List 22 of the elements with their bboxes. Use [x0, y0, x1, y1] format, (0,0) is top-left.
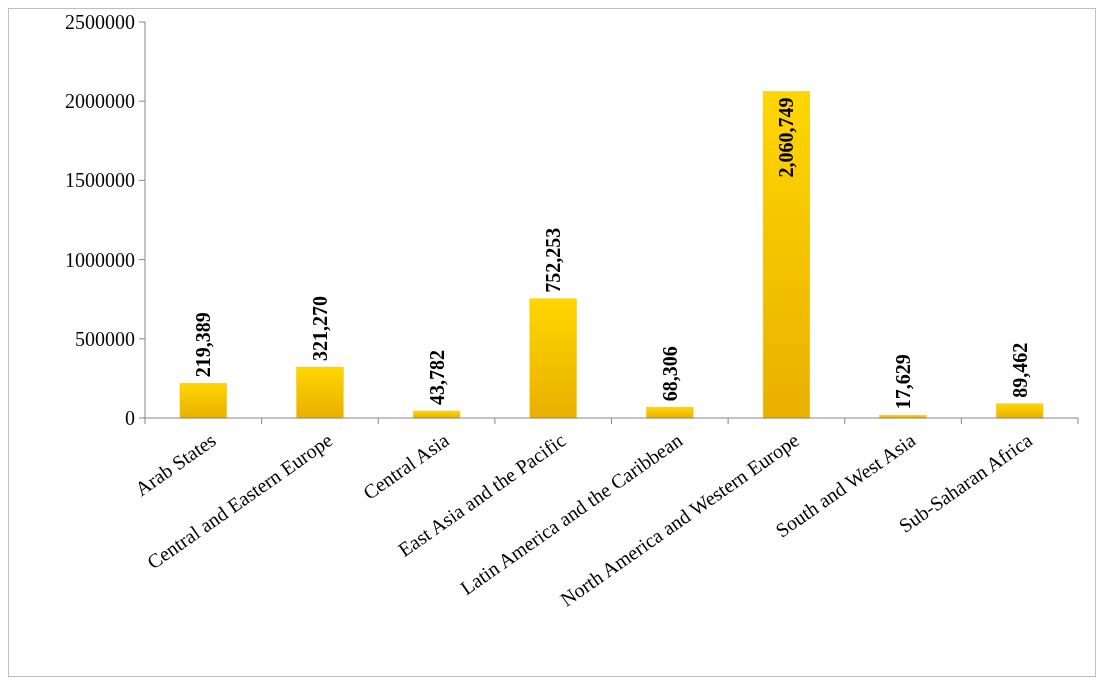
bar: [179, 383, 227, 419]
y-tick-label: 500000: [75, 327, 135, 350]
data-label: 89,462: [1008, 342, 1031, 398]
y-tick-label: 1000000: [65, 248, 135, 271]
y-tick-label: 1500000: [65, 169, 135, 192]
data-label: 17,629: [892, 354, 915, 410]
data-label: 321,270: [308, 296, 331, 362]
data-label: 2,060,749: [775, 97, 798, 178]
data-label: 43,782: [425, 350, 448, 406]
data-label: 752,253: [542, 227, 565, 293]
bar: [646, 406, 694, 419]
bar: [529, 298, 577, 419]
bar: [412, 410, 461, 419]
bar: [296, 366, 344, 419]
data-label: 219,389: [192, 312, 215, 378]
bar: [996, 403, 1044, 419]
bar: [762, 91, 811, 419]
y-tick-label: 2500000: [65, 11, 135, 33]
y-tick-label: 0: [125, 407, 135, 429]
data-label: 68,306: [658, 346, 681, 402]
x-tick-label: Arab States: [131, 428, 220, 500]
y-tick-label: 2000000: [65, 90, 135, 113]
